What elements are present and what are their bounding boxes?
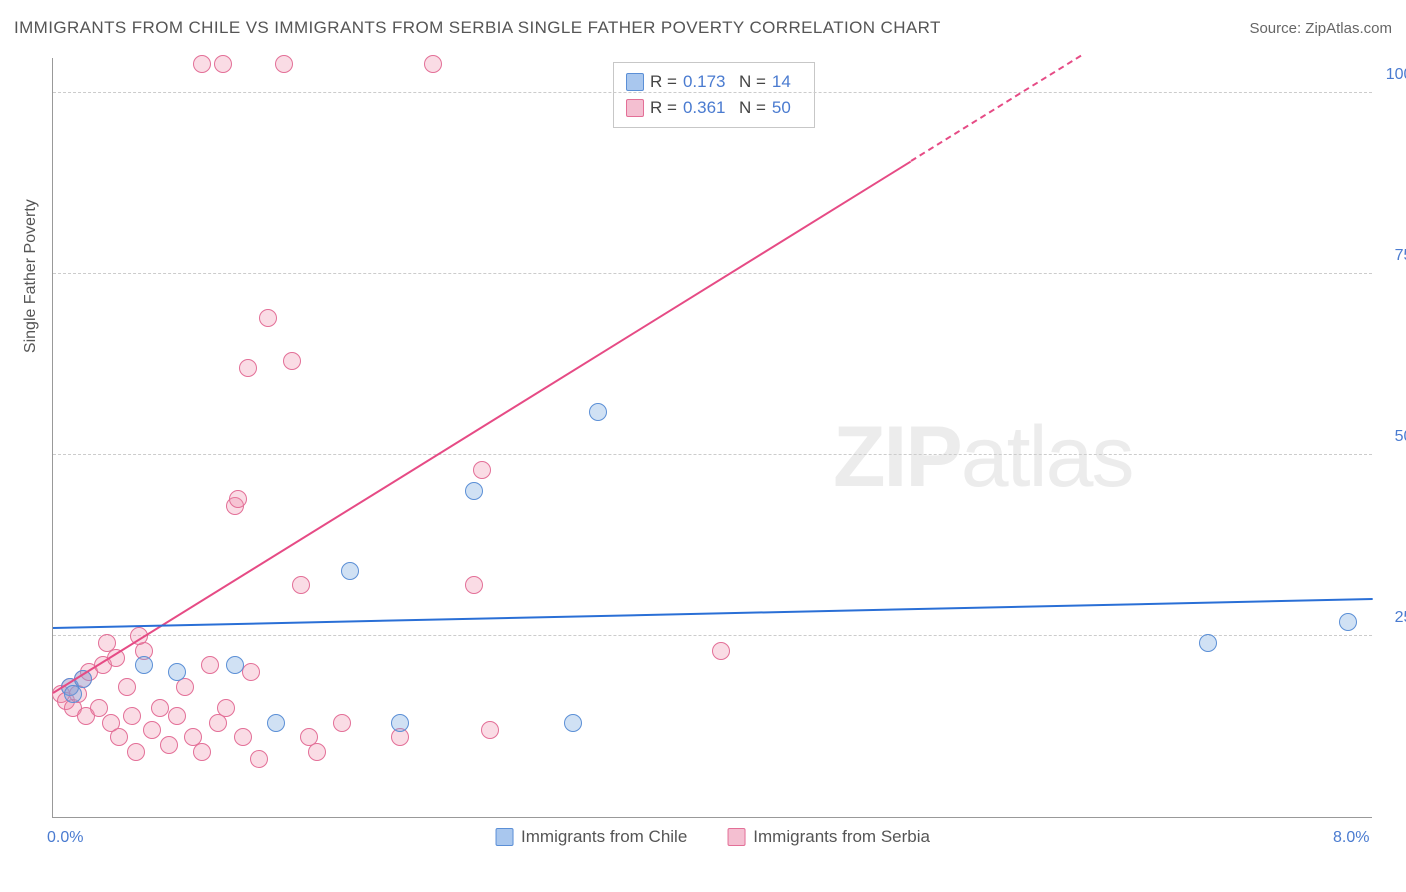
chart-plot-area: ZIPatlas R =0.173N =14R =0.361N =50 Immi… <box>52 58 1372 818</box>
legend-swatch-chile <box>626 73 644 91</box>
data-point-serbia <box>239 359 257 377</box>
y-tick-label: 50.0% <box>1395 428 1406 446</box>
watermark-light: atlas <box>961 409 1133 505</box>
legend-swatch-chile <box>495 828 513 846</box>
r-value: 0.361 <box>683 95 733 121</box>
grid-line <box>53 273 1372 274</box>
data-point-chile <box>226 656 244 674</box>
data-point-serbia <box>465 576 483 594</box>
data-point-serbia <box>259 309 277 327</box>
data-point-serbia <box>242 663 260 681</box>
data-point-serbia <box>333 714 351 732</box>
data-point-chile <box>267 714 285 732</box>
data-point-serbia <box>168 707 186 725</box>
x-tick-label: 0.0% <box>47 829 83 847</box>
grid-line <box>53 454 1372 455</box>
n-value: 14 <box>772 69 802 95</box>
y-tick-label: 100.0% <box>1386 66 1406 84</box>
data-point-serbia <box>110 728 128 746</box>
data-point-chile <box>465 482 483 500</box>
title-bar: IMMIGRANTS FROM CHILE VS IMMIGRANTS FROM… <box>14 18 1392 38</box>
data-point-serbia <box>201 656 219 674</box>
source-label: Source: ZipAtlas.com <box>1249 20 1392 37</box>
legend-series: Immigrants from Chile Immigrants from Se… <box>495 827 930 847</box>
data-point-chile <box>564 714 582 732</box>
data-point-serbia <box>160 736 178 754</box>
data-point-serbia <box>292 576 310 594</box>
data-point-serbia <box>712 642 730 660</box>
grid-line <box>53 635 1372 636</box>
data-point-serbia <box>308 743 326 761</box>
n-label: N = <box>739 95 766 121</box>
data-point-serbia <box>193 55 211 73</box>
legend-corr-row-chile: R =0.173N =14 <box>626 69 802 95</box>
data-point-serbia <box>123 707 141 725</box>
x-tick-label: 8.0% <box>1333 829 1369 847</box>
y-tick-label: 25.0% <box>1395 609 1406 627</box>
data-point-serbia <box>250 750 268 768</box>
watermark: ZIPatlas <box>833 408 1132 507</box>
legend-item-chile: Immigrants from Chile <box>495 827 687 847</box>
data-point-chile <box>589 403 607 421</box>
legend-correlation-box: R =0.173N =14R =0.361N =50 <box>613 62 815 128</box>
data-point-chile <box>391 714 409 732</box>
data-point-chile <box>135 656 153 674</box>
data-point-chile <box>1339 613 1357 631</box>
legend-label-chile: Immigrants from Chile <box>521 827 687 847</box>
trend-line-serbia-dashed <box>910 55 1081 162</box>
chart-title: IMMIGRANTS FROM CHILE VS IMMIGRANTS FROM… <box>14 18 941 38</box>
y-tick-label: 75.0% <box>1395 247 1406 265</box>
data-point-serbia <box>275 55 293 73</box>
legend-corr-row-serbia: R =0.361N =50 <box>626 95 802 121</box>
data-point-serbia <box>98 634 116 652</box>
data-point-serbia <box>424 55 442 73</box>
data-point-serbia <box>229 490 247 508</box>
trend-line-serbia <box>52 160 911 693</box>
n-value: 50 <box>772 95 802 121</box>
data-point-chile <box>1199 634 1217 652</box>
data-point-serbia <box>143 721 161 739</box>
legend-swatch-serbia <box>727 828 745 846</box>
data-point-chile <box>168 663 186 681</box>
data-point-serbia <box>127 743 145 761</box>
data-point-chile <box>341 562 359 580</box>
data-point-serbia <box>473 461 491 479</box>
data-point-serbia <box>217 699 235 717</box>
data-point-serbia <box>193 743 211 761</box>
data-point-serbia <box>214 55 232 73</box>
legend-swatch-serbia <box>626 99 644 117</box>
legend-item-serbia: Immigrants from Serbia <box>727 827 930 847</box>
watermark-bold: ZIP <box>833 409 961 505</box>
data-point-serbia <box>283 352 301 370</box>
r-label: R = <box>650 95 677 121</box>
data-point-serbia <box>481 721 499 739</box>
data-point-serbia <box>118 678 136 696</box>
trend-line-chile <box>53 598 1373 629</box>
legend-label-serbia: Immigrants from Serbia <box>753 827 930 847</box>
r-label: R = <box>650 69 677 95</box>
y-axis-title: Single Father Poverty <box>22 199 40 353</box>
grid-line <box>53 92 1372 93</box>
r-value: 0.173 <box>683 69 733 95</box>
n-label: N = <box>739 69 766 95</box>
data-point-serbia <box>151 699 169 717</box>
data-point-serbia <box>234 728 252 746</box>
